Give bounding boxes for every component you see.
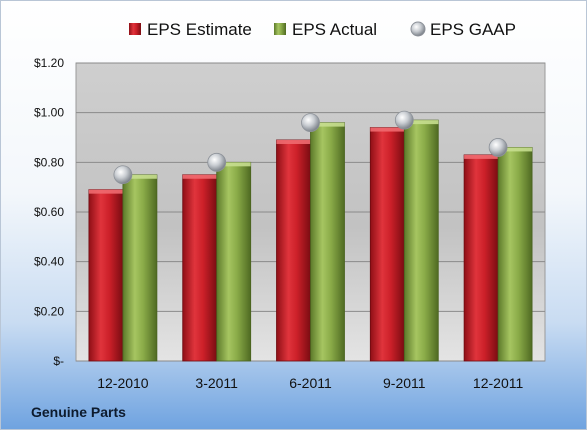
legend-label: EPS Estimate — [147, 20, 252, 39]
bar-top-highlight — [404, 120, 439, 125]
company-name: Genuine Parts — [31, 404, 126, 420]
bar-eps-actual — [216, 161, 252, 362]
marker-eps-gaap — [301, 113, 320, 132]
bar-eps-estimate — [463, 154, 499, 362]
marker-eps-gaap — [113, 165, 133, 185]
bar-top-highlight — [370, 127, 405, 132]
y-tick-label: $1.20 — [34, 56, 64, 70]
legend-label: EPS Actual — [292, 20, 377, 39]
bar-eps-actual — [310, 122, 345, 362]
bar-eps-estimate — [182, 174, 218, 362]
bar-eps-estimate — [88, 189, 124, 362]
x-tick-label: 12-2010 — [97, 375, 149, 391]
bar-top-highlight — [122, 174, 157, 179]
x-tick-label: 6-2011 — [289, 375, 332, 391]
legend-swatch-eps-estimate — [129, 23, 141, 35]
y-tick-label: $1.00 — [34, 106, 64, 120]
bar-top-highlight — [182, 174, 217, 179]
legend: EPS Estimate EPS Actual EPS GAAP — [129, 20, 516, 39]
y-tick-label: $0.80 — [34, 155, 64, 169]
legend-swatch-eps-actual — [274, 23, 286, 35]
x-tick-label: 3-2011 — [195, 375, 238, 391]
x-tick-label: 12-2011 — [473, 375, 524, 391]
y-axis: $- $0.20 $0.40 $0.60 $0.80 $1.00 $1.20 — [34, 56, 64, 368]
marker-eps-gaap — [207, 152, 227, 172]
bar-top-highlight — [88, 189, 123, 194]
bar-eps-actual — [403, 119, 439, 362]
marker-eps-gaap — [394, 110, 414, 130]
y-tick-label: $0.20 — [34, 304, 64, 318]
x-tick-label: 9-2011 — [383, 375, 426, 391]
legend-label: EPS GAAP — [430, 20, 516, 39]
marker-eps-gaap — [488, 138, 508, 157]
bar-top-highlight — [216, 162, 251, 167]
bar-top-highlight — [498, 147, 533, 152]
y-tick-label: $0.60 — [34, 205, 64, 219]
legend-swatch-eps-gaap — [410, 21, 426, 37]
x-axis: 12-2010 3-2011 6-2011 9-2011 12-2011 — [97, 375, 523, 391]
bar-top-highlight — [310, 122, 345, 127]
bars — [88, 110, 533, 362]
bar-eps-estimate — [369, 127, 405, 362]
bar-eps-actual — [122, 174, 158, 362]
bar-eps-actual — [497, 147, 533, 362]
bar-eps-estimate — [276, 139, 311, 362]
bar-top-highlight — [464, 154, 499, 159]
bar-top-highlight — [276, 139, 311, 144]
y-tick-label: $- — [53, 354, 64, 368]
y-tick-label: $0.40 — [34, 255, 64, 269]
